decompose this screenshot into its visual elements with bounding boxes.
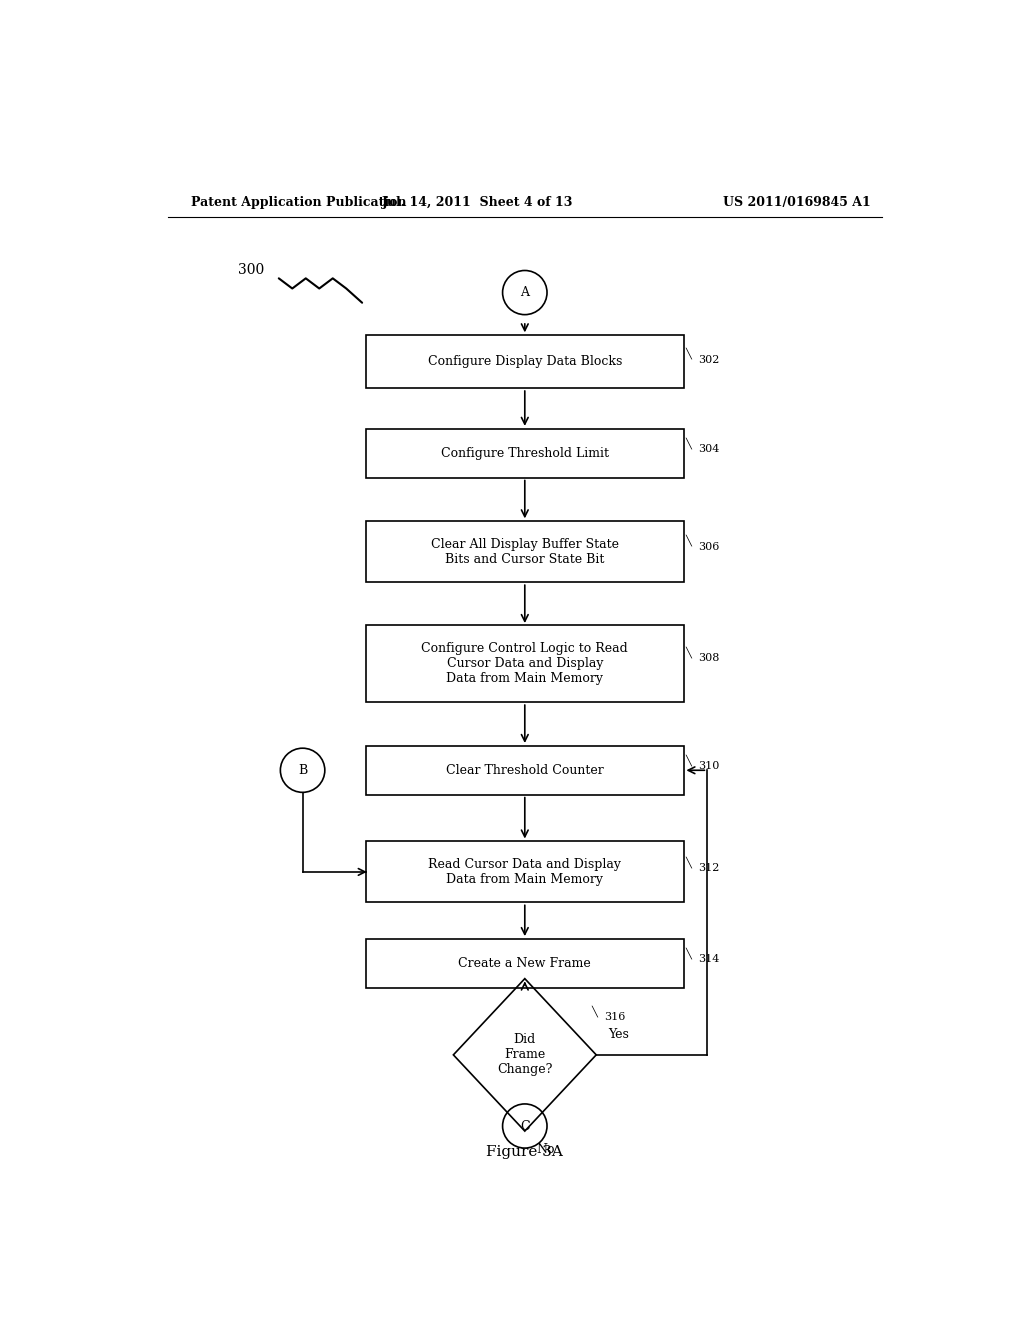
Text: A: A xyxy=(520,286,529,300)
Ellipse shape xyxy=(281,748,325,792)
Text: ╲: ╲ xyxy=(685,535,691,546)
Text: 312: 312 xyxy=(697,863,719,873)
Text: Configure Display Data Blocks: Configure Display Data Blocks xyxy=(428,355,622,368)
Text: No: No xyxy=(536,1143,554,1156)
Text: 314: 314 xyxy=(697,954,719,965)
Text: ╲: ╲ xyxy=(592,1006,598,1016)
FancyBboxPatch shape xyxy=(367,521,684,582)
Text: ╲: ╲ xyxy=(685,437,691,449)
Text: Clear All Display Buffer State
Bits and Cursor State Bit: Clear All Display Buffer State Bits and … xyxy=(431,537,618,566)
Text: 304: 304 xyxy=(697,444,719,454)
Text: ╲: ╲ xyxy=(685,855,691,867)
Text: Clear Threshold Counter: Clear Threshold Counter xyxy=(445,764,604,776)
Text: Create a New Frame: Create a New Frame xyxy=(459,957,591,970)
Text: Figure 3A: Figure 3A xyxy=(486,1146,563,1159)
FancyBboxPatch shape xyxy=(367,746,684,795)
Text: Patent Application Publication: Patent Application Publication xyxy=(191,195,407,209)
Text: Did
Frame
Change?: Did Frame Change? xyxy=(497,1034,553,1076)
Text: Configure Threshold Limit: Configure Threshold Limit xyxy=(440,446,609,459)
Text: 302: 302 xyxy=(697,355,719,364)
Text: 306: 306 xyxy=(697,541,719,552)
Ellipse shape xyxy=(503,1104,547,1148)
Text: US 2011/0169845 A1: US 2011/0169845 A1 xyxy=(723,195,871,209)
Text: C: C xyxy=(520,1119,529,1133)
Text: ╲: ╲ xyxy=(685,347,691,359)
FancyBboxPatch shape xyxy=(367,939,684,987)
Text: Configure Control Logic to Read
Cursor Data and Display
Data from Main Memory: Configure Control Logic to Read Cursor D… xyxy=(422,642,628,685)
Text: Read Cursor Data and Display
Data from Main Memory: Read Cursor Data and Display Data from M… xyxy=(428,858,622,886)
FancyBboxPatch shape xyxy=(367,841,684,903)
FancyBboxPatch shape xyxy=(367,429,684,478)
Text: B: B xyxy=(298,764,307,776)
FancyBboxPatch shape xyxy=(367,626,684,702)
Text: 316: 316 xyxy=(604,1012,626,1022)
FancyBboxPatch shape xyxy=(367,335,684,388)
Text: ╲: ╲ xyxy=(685,754,691,766)
Text: 310: 310 xyxy=(697,762,719,771)
Text: 308: 308 xyxy=(697,653,719,664)
Ellipse shape xyxy=(503,271,547,314)
Text: Yes: Yes xyxy=(608,1028,629,1040)
Text: Jul. 14, 2011  Sheet 4 of 13: Jul. 14, 2011 Sheet 4 of 13 xyxy=(382,195,572,209)
Text: 300: 300 xyxy=(238,263,264,277)
Text: ╲: ╲ xyxy=(685,647,691,659)
Text: ╲: ╲ xyxy=(685,948,691,960)
